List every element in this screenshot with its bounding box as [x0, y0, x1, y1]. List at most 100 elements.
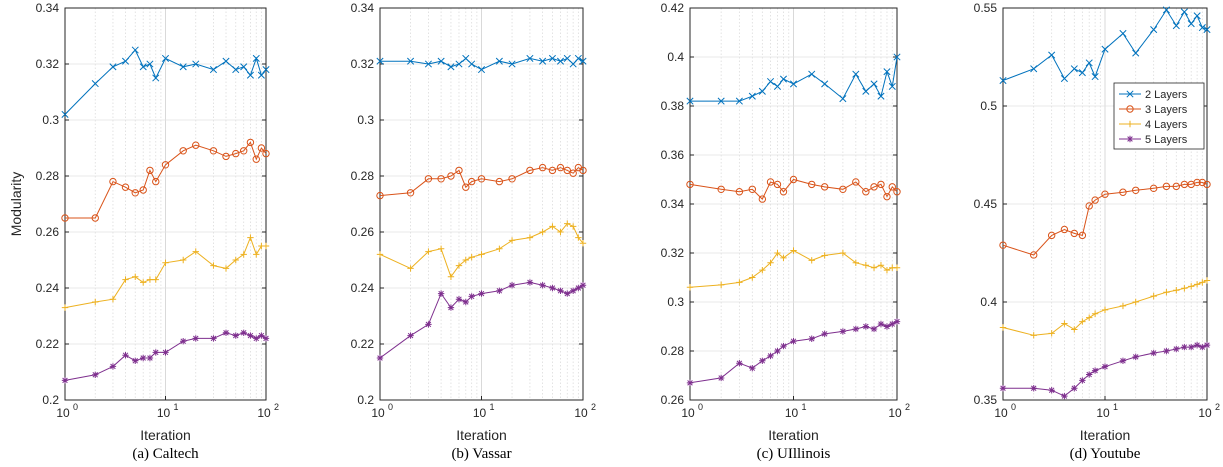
data-point — [686, 284, 694, 291]
data-point — [779, 75, 788, 83]
data-point — [495, 177, 504, 186]
data-point — [210, 335, 217, 342]
data-point — [424, 60, 432, 68]
data-point — [240, 63, 248, 71]
y-tick-label: 0.28 — [36, 169, 60, 183]
data-point — [447, 172, 455, 180]
data-point — [152, 74, 160, 82]
subfigure-caption: (c) UIllinois — [757, 446, 831, 462]
data-point — [1048, 387, 1055, 394]
y-tick-label: 0.32 — [661, 246, 685, 260]
data-point — [508, 175, 516, 183]
data-point — [140, 279, 147, 286]
data-point — [139, 63, 147, 71]
data-point — [462, 256, 469, 264]
data-point — [232, 66, 240, 74]
x-axis-label: Iteration — [768, 427, 819, 443]
data-point — [1193, 341, 1201, 349]
data-point — [779, 188, 788, 196]
data-point — [477, 66, 486, 74]
x-tick-label: 10 — [371, 406, 385, 420]
data-point — [424, 175, 433, 183]
data-point — [179, 338, 187, 345]
data-point — [462, 54, 470, 62]
data-point — [569, 169, 577, 177]
data-point — [579, 240, 587, 247]
data-point — [406, 189, 415, 197]
series-4-layers — [61, 234, 270, 311]
data-point — [496, 287, 503, 294]
data-point — [146, 166, 154, 175]
series-2-layers — [686, 53, 901, 105]
data-point — [1187, 20, 1195, 28]
data-point — [437, 175, 445, 183]
data-point — [132, 357, 139, 364]
data-point — [447, 304, 455, 311]
data-point — [146, 276, 154, 283]
data-point — [407, 332, 414, 339]
data-point — [852, 259, 860, 266]
series-3-layers — [61, 138, 270, 222]
legend-entry: 4 Layers — [1119, 119, 1188, 131]
legend-marker — [1126, 120, 1134, 128]
y-tick-label: 0.36 — [661, 148, 685, 162]
x-tick-exponent: 0 — [388, 402, 393, 412]
data-point — [468, 60, 476, 68]
data-point — [508, 60, 516, 68]
series-2-layers — [376, 54, 587, 74]
subfigure-caption: (d) Youtube — [1070, 446, 1141, 462]
data-point — [92, 298, 99, 306]
data-point — [686, 379, 694, 387]
data-point — [1047, 231, 1056, 240]
legend-entry: 3 Layers — [1119, 104, 1188, 116]
data-point — [758, 87, 766, 95]
data-point — [877, 262, 885, 269]
legend-label: 3 Layers — [1145, 104, 1188, 116]
series-5-layers — [686, 318, 901, 387]
series-line — [379, 166, 584, 197]
data-point — [773, 82, 782, 90]
data-point — [1091, 73, 1099, 81]
data-point — [556, 163, 565, 172]
data-point — [61, 377, 69, 384]
data-point — [1119, 29, 1127, 38]
data-point — [1079, 377, 1086, 384]
data-point — [1203, 180, 1211, 189]
data-point — [437, 57, 445, 65]
data-point — [563, 166, 571, 175]
data-point — [1199, 279, 1206, 286]
data-point — [548, 166, 557, 175]
data-point — [717, 97, 725, 105]
data-point — [538, 163, 547, 172]
data-point — [1091, 310, 1099, 317]
x-tick-label: 10 — [785, 406, 799, 420]
x-axis-label: Iteration — [456, 427, 507, 443]
x-axis-label: Iteration — [140, 427, 191, 443]
data-point — [526, 279, 534, 286]
y-tick-label: 0.42 — [661, 1, 685, 15]
data-point — [1078, 231, 1087, 240]
data-point — [1030, 385, 1037, 392]
y-tick-label: 0.24 — [36, 281, 60, 295]
data-point — [407, 57, 415, 65]
data-point — [246, 71, 254, 79]
data-point — [508, 282, 516, 289]
data-point — [1091, 367, 1099, 374]
data-point — [1101, 306, 1109, 314]
x-tick-label: 10 — [994, 406, 1008, 420]
series-2-layers — [999, 6, 1211, 85]
data-point — [877, 320, 885, 328]
data-point — [774, 347, 781, 355]
data-point — [376, 354, 384, 362]
data-point — [563, 54, 571, 62]
data-point — [121, 183, 130, 191]
data-point — [462, 183, 470, 191]
x-tick-exponent: 0 — [698, 402, 703, 412]
data-point — [455, 262, 463, 269]
data-point — [1048, 51, 1056, 59]
y-tick-label: 0.2 — [42, 393, 59, 407]
data-point — [569, 287, 577, 294]
data-point — [852, 70, 860, 78]
